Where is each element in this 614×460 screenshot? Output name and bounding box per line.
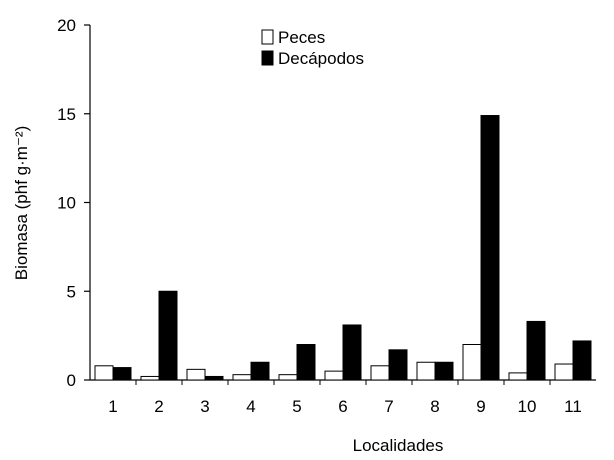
- bar-decapodos: [250, 361, 270, 381]
- bar-decapodos: [388, 349, 408, 381]
- y-tick-label: 0: [67, 371, 76, 390]
- bar-decapodos: [342, 324, 362, 381]
- bar-peces: [140, 375, 160, 381]
- x-tick-label: 5: [292, 397, 301, 416]
- x-tick-label: 10: [518, 397, 537, 416]
- x-tick-label: 4: [246, 397, 255, 416]
- x-axis-title: Localidades: [353, 436, 444, 455]
- y-tick-label: 20: [57, 16, 76, 35]
- bar-peces: [416, 361, 436, 381]
- y-tick-label: 10: [57, 194, 76, 213]
- bar-decapodos: [158, 290, 178, 381]
- bars-group: [94, 115, 592, 381]
- bar-peces: [370, 365, 390, 381]
- x-axis-ticks: 1 2 3 4 5 6 7 8 9 10 11: [108, 380, 582, 416]
- y-axis-ticks: 0 5 10 15 20: [57, 16, 90, 390]
- y-axis-title: Biomasa (phf g·m⁻²): [12, 126, 31, 280]
- bar-peces: [462, 344, 482, 381]
- bar-peces: [508, 372, 528, 381]
- bar-decapodos: [434, 361, 454, 381]
- bar-decapodos: [112, 367, 132, 381]
- bar-peces: [278, 374, 298, 381]
- x-tick-label: 2: [154, 397, 163, 416]
- legend-swatch-peces: [261, 29, 274, 45]
- x-tick-label: 8: [430, 397, 439, 416]
- bar-decapodos: [572, 340, 592, 381]
- bar-peces: [554, 363, 574, 381]
- legend: Peces Decápodos: [261, 28, 364, 68]
- y-tick-label: 5: [67, 282, 76, 301]
- legend-label-decapodos: Decápodos: [278, 49, 364, 68]
- bar-peces: [186, 368, 206, 381]
- bar-decapodos: [204, 375, 224, 381]
- bar-decapodos: [526, 320, 546, 381]
- bar-peces: [94, 365, 114, 381]
- x-tick-label: 3: [200, 397, 209, 416]
- y-tick-label: 15: [57, 105, 76, 124]
- x-tick-label: 7: [384, 397, 393, 416]
- x-tick-label: 1: [108, 397, 117, 416]
- legend-swatch-decapodos: [261, 50, 274, 66]
- x-tick-label: 11: [564, 397, 582, 416]
- bar-peces: [232, 374, 252, 381]
- bar-decapodos: [480, 115, 500, 381]
- legend-label-peces: Peces: [278, 28, 325, 47]
- bar-peces: [324, 370, 344, 381]
- bar-decapodos: [296, 344, 316, 381]
- x-tick-label: 6: [338, 397, 347, 416]
- x-tick-label: 9: [476, 397, 485, 416]
